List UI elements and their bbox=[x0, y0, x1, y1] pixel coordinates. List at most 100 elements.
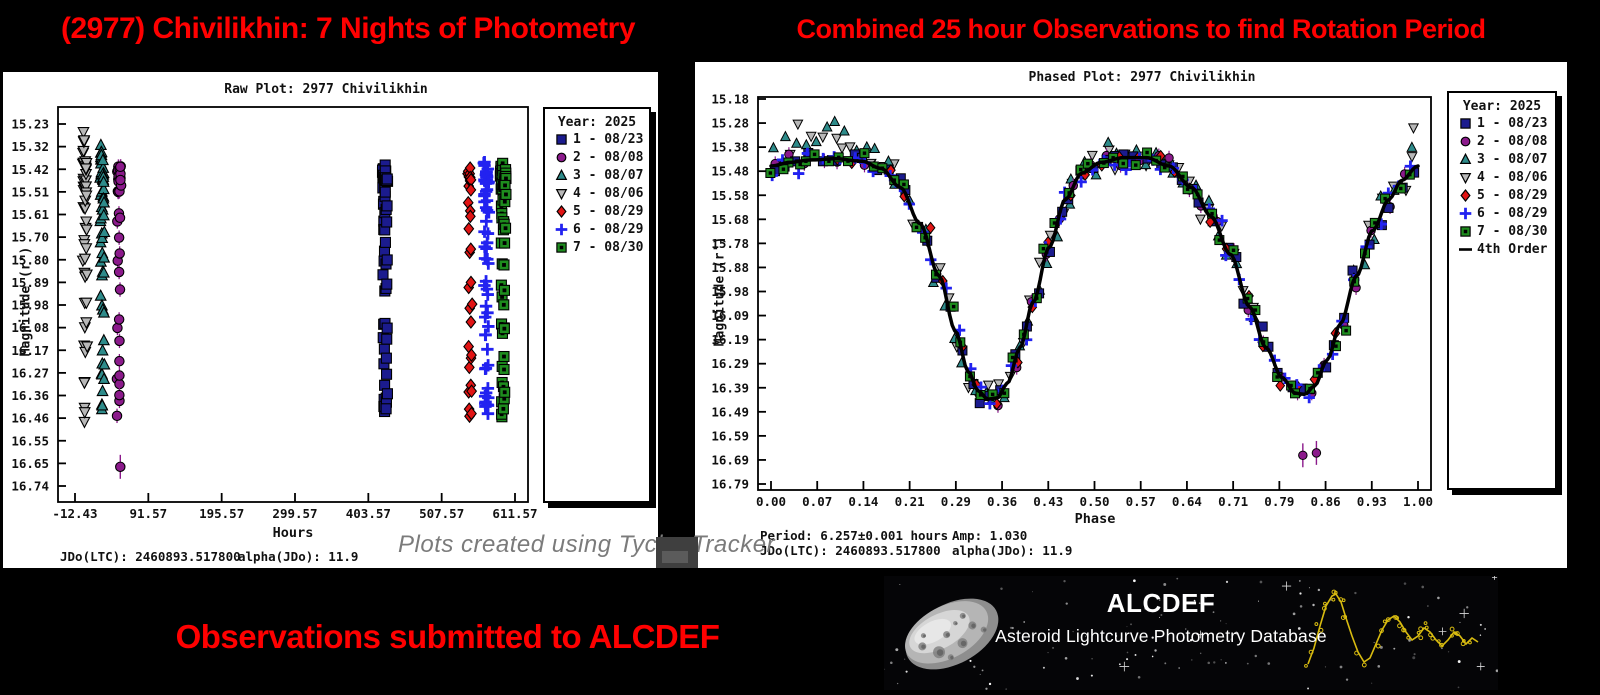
svg-text:0.50: 0.50 bbox=[1079, 494, 1109, 509]
svg-text:1.00: 1.00 bbox=[1403, 494, 1433, 509]
svg-text:16.65: 16.65 bbox=[11, 456, 49, 471]
legend-entry-label: 4th Order bbox=[1477, 241, 1548, 257]
legend-entry-label: 1 - 08/23 bbox=[1477, 115, 1548, 131]
legend-entry-7: 7 - 08/30 bbox=[1449, 222, 1555, 240]
diamond-marker-icon bbox=[556, 204, 567, 218]
svg-text:16.19: 16.19 bbox=[711, 332, 749, 347]
raw-session-2 bbox=[111, 159, 127, 479]
svg-text:16.49: 16.49 bbox=[711, 404, 749, 419]
legend-entry-6: 6 - 08/29 bbox=[545, 220, 649, 238]
svg-text:0.43: 0.43 bbox=[1033, 494, 1063, 509]
legend-entry-2: 2 - 08/08 bbox=[1449, 132, 1555, 150]
phased-x-axis-label: Phase bbox=[1074, 511, 1116, 527]
svg-text:0.86: 0.86 bbox=[1311, 494, 1341, 509]
triangle_down-marker-icon bbox=[555, 188, 568, 200]
legend-entry-fit: 4th Order bbox=[1449, 240, 1555, 258]
phased-alpha-note: alpha(JDo): 11.9 bbox=[952, 543, 1073, 558]
svg-text:15.68: 15.68 bbox=[711, 212, 749, 227]
raw-session-4 bbox=[76, 127, 94, 429]
legend-entry-label: 2 - 08/08 bbox=[1477, 133, 1548, 149]
svg-text:16.69: 16.69 bbox=[711, 452, 749, 467]
legend-entry-label: 6 - 08/29 bbox=[1477, 205, 1548, 221]
raw-plot-canvas: 15.23 15.32 15.42 15.51 15.61 15.70 15.80 15.89… bbox=[11, 106, 538, 521]
legend-entry-5: 5 - 08/29 bbox=[1449, 186, 1555, 204]
triangle_up-marker-icon bbox=[1459, 152, 1472, 164]
raw-session-7 bbox=[494, 157, 512, 423]
svg-text:0.57: 0.57 bbox=[1126, 494, 1156, 509]
svg-text:16.29: 16.29 bbox=[711, 356, 749, 371]
legend-entry-label: 6 - 08/29 bbox=[573, 221, 644, 237]
legend-entry-label: 2 - 08/08 bbox=[573, 149, 644, 165]
phased-outlier-session-4 bbox=[1407, 123, 1420, 134]
raw-legend: Year: 2025 1 - 08/23 2 - 08/08 3 - 08/07 4 … bbox=[543, 107, 651, 503]
svg-text:195.57: 195.57 bbox=[199, 506, 244, 521]
legend-entry-label: 7 - 08/30 bbox=[573, 239, 644, 255]
legend-entry-label: 7 - 08/30 bbox=[1477, 223, 1548, 239]
svg-text:16.17: 16.17 bbox=[11, 343, 49, 358]
caption-blob bbox=[656, 537, 698, 568]
raw-session-6 bbox=[477, 155, 496, 420]
svg-text:15.70: 15.70 bbox=[11, 230, 49, 245]
svg-text:0.93: 0.93 bbox=[1357, 494, 1387, 509]
svg-text:611.57: 611.57 bbox=[492, 506, 537, 521]
svg-text:15.98: 15.98 bbox=[711, 284, 749, 299]
square_dot-marker-icon bbox=[1460, 225, 1471, 237]
circle-marker-icon bbox=[1460, 136, 1471, 146]
svg-text:16.36: 16.36 bbox=[11, 388, 49, 403]
legend-title: Year: 2025 bbox=[557, 115, 637, 130]
svg-text:403.57: 403.57 bbox=[346, 506, 391, 521]
svg-text:0.07: 0.07 bbox=[802, 494, 832, 509]
alcdef-banner-text: Observations submitted to ALCDEF bbox=[175, 618, 720, 655]
raw-session-1 bbox=[376, 159, 394, 418]
svg-text:15.42: 15.42 bbox=[11, 162, 49, 177]
svg-text:15.98: 15.98 bbox=[11, 298, 49, 313]
svg-text:0.21: 0.21 bbox=[895, 494, 925, 509]
left-headline: (2977) Chivilikhin: 7 Nights of Photomet… bbox=[60, 12, 636, 45]
tycho-caption: Plots created using Tycho Tracker bbox=[398, 531, 776, 558]
svg-text:15.38: 15.38 bbox=[711, 140, 749, 155]
legend-entry-3: 3 - 08/07 bbox=[1449, 150, 1555, 168]
svg-text:-12.43: -12.43 bbox=[52, 506, 97, 521]
svg-text:16.59: 16.59 bbox=[711, 428, 749, 443]
svg-text:15.88: 15.88 bbox=[711, 260, 749, 275]
plus-marker-icon bbox=[1459, 207, 1472, 219]
legend-title: Year: 2025 bbox=[1462, 99, 1542, 114]
svg-text:16.27: 16.27 bbox=[11, 365, 49, 380]
svg-text:16.74: 16.74 bbox=[11, 479, 49, 494]
svg-text:0.29: 0.29 bbox=[941, 494, 971, 509]
svg-text:15.89: 15.89 bbox=[11, 275, 49, 290]
phased-jdo-note: JDo(LTC): 2460893.517800 bbox=[760, 543, 941, 558]
svg-text:15.78: 15.78 bbox=[711, 236, 749, 251]
phased-plot-panel: Phased Plot: 2977 Chivilikhin Magnitude … bbox=[695, 62, 1567, 568]
svg-text:0.00: 0.00 bbox=[756, 494, 786, 509]
raw-alpha-note: alpha(JDo): 11.9 bbox=[238, 549, 359, 564]
square-marker-icon bbox=[556, 133, 567, 145]
legend-entry-1: 1 - 08/23 bbox=[1449, 114, 1555, 132]
svg-text:16.08: 16.08 bbox=[11, 320, 49, 335]
svg-text:15.23: 15.23 bbox=[11, 117, 49, 132]
svg-text:16.79: 16.79 bbox=[711, 477, 749, 492]
legend-entry-label: 3 - 08/07 bbox=[1477, 151, 1548, 167]
legend-entry-label: 4 - 08/06 bbox=[573, 185, 644, 201]
triangle_down-marker-icon bbox=[1459, 172, 1472, 184]
alcdef-logo-title: ALCDEF bbox=[1106, 588, 1216, 618]
phased-outlier-session-2 bbox=[1311, 440, 1322, 465]
legend-entry-6: 6 - 08/29 bbox=[1449, 204, 1555, 222]
svg-text:15.28: 15.28 bbox=[711, 116, 749, 131]
square-marker-icon bbox=[1460, 117, 1471, 129]
raw-session-3 bbox=[94, 138, 111, 415]
svg-text:16.55: 16.55 bbox=[11, 433, 49, 448]
legend-entry-1: 1 - 08/23 bbox=[545, 130, 649, 148]
phased-outlier-session-2 bbox=[1298, 443, 1308, 468]
legend-entry-5: 5 - 08/29 bbox=[545, 202, 649, 220]
svg-text:15.51: 15.51 bbox=[11, 184, 49, 199]
circle-marker-icon bbox=[556, 152, 567, 162]
svg-text:0.71: 0.71 bbox=[1218, 494, 1248, 509]
svg-text:16.09: 16.09 bbox=[711, 308, 749, 323]
legend-entry-4: 4 - 08/06 bbox=[1449, 168, 1555, 186]
triangle_up-marker-icon bbox=[555, 168, 568, 180]
alcdef-logo-band: ALCDEF Asteroid Lightcurve Photometry Da… bbox=[884, 576, 1498, 690]
svg-text:16.46: 16.46 bbox=[11, 411, 49, 426]
raw-plot-panel: Raw Plot: 2977 Chivilikhin Magnitude (r'… bbox=[3, 72, 658, 568]
legend-entry-label: 5 - 08/29 bbox=[1477, 187, 1548, 203]
